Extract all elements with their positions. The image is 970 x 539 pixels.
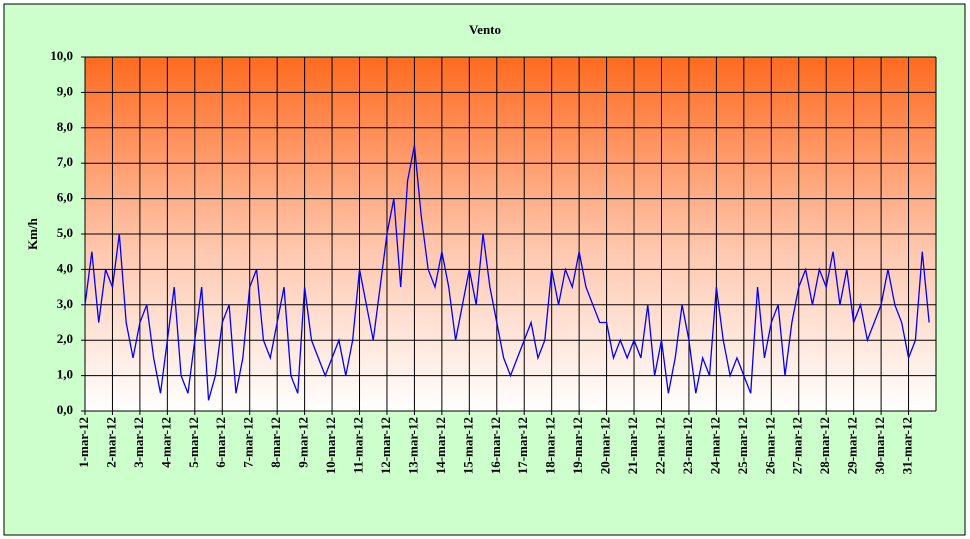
x-tick-label: 26-mar-12	[762, 417, 777, 474]
x-tick-label: 16-mar-12	[488, 417, 503, 474]
x-tick-label: 8-mar-12	[268, 417, 283, 468]
y-tick-label: 10,0	[50, 48, 73, 63]
y-tick-label: 8,0	[57, 119, 73, 134]
x-tick-label: 15-mar-12	[460, 417, 475, 474]
x-tick-label: 12-mar-12	[378, 417, 393, 474]
chart-title: Vento	[469, 22, 501, 37]
x-tick-label: 2-mar-12	[103, 417, 118, 468]
y-tick-label: 7,0	[57, 154, 73, 169]
x-tick-label: 3-mar-12	[131, 417, 146, 468]
x-tick-label: 29-mar-12	[845, 417, 860, 474]
x-tick-label: 23-mar-12	[680, 417, 695, 474]
x-tick-label: 13-mar-12	[405, 417, 420, 474]
y-axis-label: Km/h	[25, 217, 40, 250]
x-tick-label: 21-mar-12	[625, 417, 640, 474]
x-tick-label: 7-mar-12	[241, 417, 256, 468]
x-tick-label: 17-mar-12	[515, 417, 530, 474]
x-tick-label: 11-mar-12	[351, 417, 366, 474]
y-tick-label: 2,0	[57, 331, 73, 346]
x-tick-label: 27-mar-12	[790, 417, 805, 474]
x-tick-label: 6-mar-12	[213, 417, 228, 468]
x-tick-label: 4-mar-12	[158, 417, 173, 468]
x-tick-label: 5-mar-12	[186, 417, 201, 468]
y-tick-label: 3,0	[57, 296, 73, 311]
x-tick-label: 10-mar-12	[323, 417, 338, 474]
x-tick-label: 20-mar-12	[598, 417, 613, 474]
x-tick-label: 22-mar-12	[652, 417, 667, 474]
x-tick-label: 28-mar-12	[817, 417, 832, 474]
data-line	[84, 145, 930, 401]
x-tick-label: 19-mar-12	[570, 417, 585, 474]
x-tick-label: 9-mar-12	[296, 417, 311, 468]
x-tick-label: 30-mar-12	[872, 417, 887, 474]
y-tick-label: 4,0	[57, 260, 73, 275]
x-tick-label: 1-mar-12	[76, 417, 91, 468]
y-tick-label: 6,0	[57, 190, 73, 205]
x-tick-label: 24-mar-12	[707, 417, 722, 474]
x-tick-label: 14-mar-12	[433, 417, 448, 474]
x-tick-label: 31-mar-12	[900, 417, 915, 474]
x-tick-label: 18-mar-12	[543, 417, 558, 474]
y-tick-label: 5,0	[57, 225, 73, 240]
y-tick-label: 1,0	[57, 367, 73, 382]
x-tick-label: 25-mar-12	[735, 417, 750, 474]
y-tick-label: 9,0	[57, 83, 73, 98]
y-tick-label: 0,0	[57, 402, 73, 417]
